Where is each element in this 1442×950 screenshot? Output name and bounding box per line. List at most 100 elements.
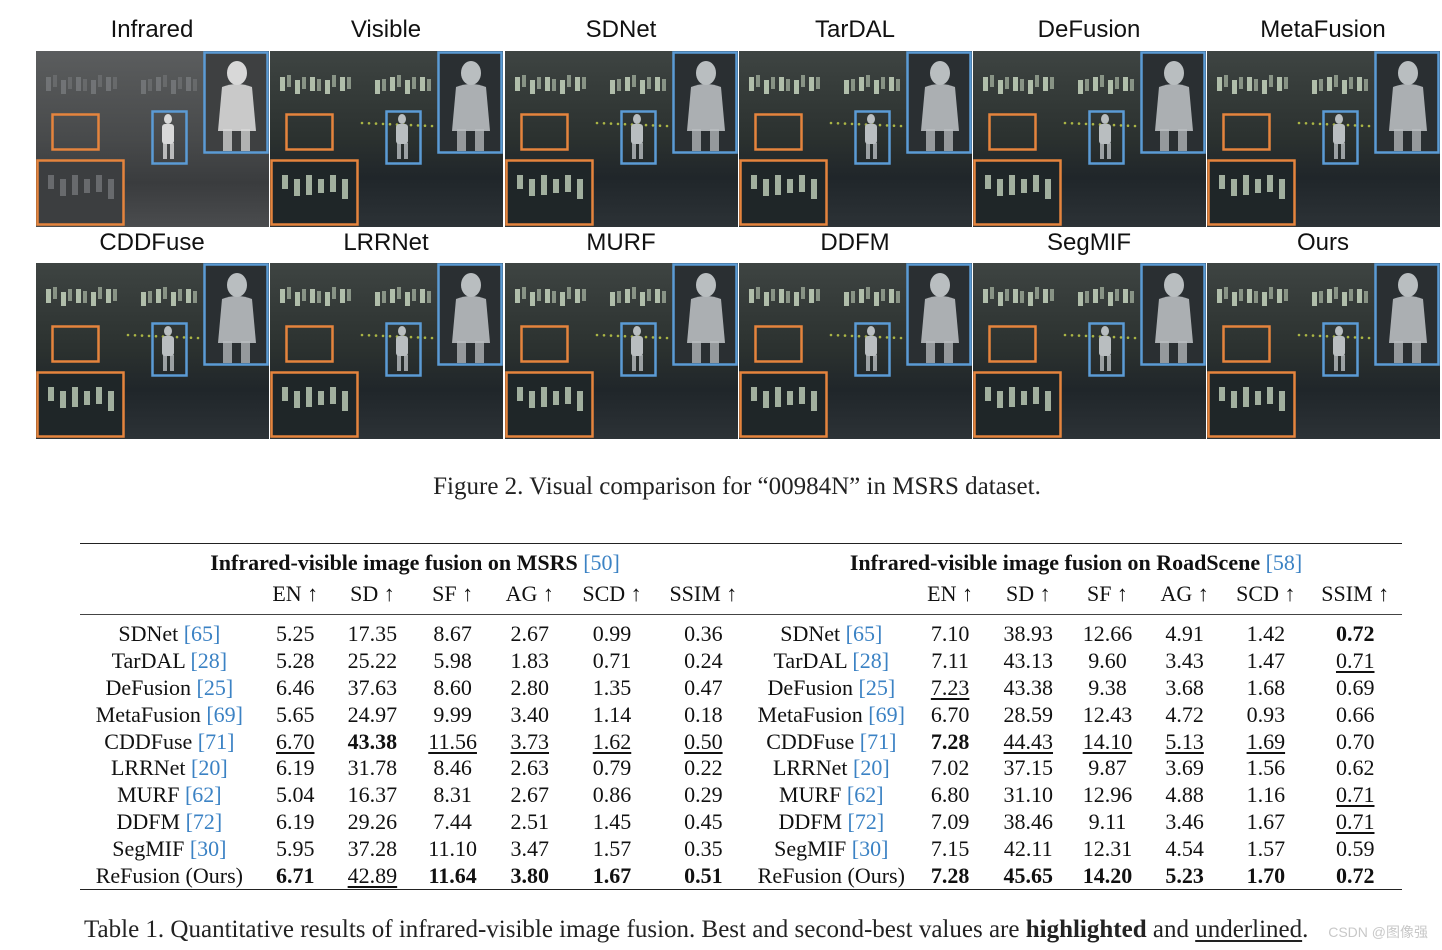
citation-link[interactable]: [65]	[845, 621, 883, 647]
metric-value: 12.96	[1082, 782, 1133, 808]
citation-link[interactable]: [25]	[196, 674, 234, 700]
citation-link[interactable]: [72]	[185, 808, 223, 834]
metric-value: 7.09	[930, 808, 970, 834]
citation-link[interactable]: [65]	[183, 621, 221, 647]
metric-value: 3.73	[510, 728, 550, 754]
metric-value: 6.46	[276, 674, 315, 700]
metric-header: SCD ↑	[1223, 578, 1309, 615]
metric-value: 1.14	[592, 701, 632, 727]
citation-link[interactable]: [71]	[197, 728, 235, 754]
citation-link[interactable]: [28]	[852, 648, 890, 674]
metric-value: 9.87	[1088, 755, 1127, 781]
metric-value: 5.13	[1165, 728, 1204, 754]
metric-value: 31.78	[347, 755, 398, 781]
metric-value: 1.67	[1246, 808, 1286, 834]
metric-value: 5.25	[276, 621, 315, 647]
metric-value: 1.62	[592, 728, 632, 754]
panel-label-defusion: DeFusion	[1037, 16, 1141, 43]
citation-link[interactable]: [62]	[184, 782, 222, 808]
metric-value: 37.28	[347, 835, 398, 861]
metric-value: 6.70	[276, 728, 315, 754]
metric-value: 9.11	[1088, 808, 1127, 834]
metric-value: 8.46	[433, 755, 472, 781]
table-caption: Table 1. Quantitative results of infrare…	[84, 916, 1309, 943]
metric-header: SD ↑	[987, 578, 1069, 615]
fusion-image-cddfuse	[36, 263, 269, 439]
metric-value: 1.16	[1246, 782, 1286, 808]
citation-link[interactable]: [30]	[189, 835, 227, 861]
metric-value: 1.47	[1246, 648, 1286, 674]
metric-value: 0.71	[592, 648, 632, 674]
metric-value: 3.69	[1165, 755, 1204, 781]
metric-value: 0.93	[1246, 701, 1286, 727]
metric-value: 12.31	[1082, 835, 1133, 861]
metric-value: 0.72	[1335, 621, 1375, 647]
citation-link[interactable]: [20]	[853, 755, 890, 781]
metric-value: 25.22	[347, 648, 398, 674]
panel-label-tardal: TarDAL	[814, 16, 896, 43]
metric-value: 9.99	[433, 701, 472, 727]
panel-label-infrared: Infrared	[110, 16, 194, 43]
metric-value: 14.20	[1082, 862, 1133, 888]
metric-value: 8.60	[433, 674, 472, 700]
citation-link[interactable]: [30]	[851, 835, 889, 861]
method-name: SegMIF [30]	[112, 835, 227, 861]
citation-link[interactable]: [62]	[846, 782, 884, 808]
metric-value: 0.45	[684, 808, 723, 834]
metric-value: 9.60	[1088, 648, 1127, 674]
metric-value: 9.38	[1088, 674, 1127, 700]
metric-value: 0.71	[1335, 808, 1375, 834]
metric-value: 3.43	[1165, 648, 1204, 674]
metric-value: 5.04	[276, 782, 315, 808]
method-name: SDNet [65]	[118, 621, 221, 647]
citation-link[interactable]: [69]	[206, 701, 243, 727]
metric-value: 6.71	[276, 862, 315, 888]
metric-value: 2.51	[510, 808, 550, 834]
fusion-image-tardal	[739, 51, 972, 227]
metric-value: 0.18	[684, 701, 723, 727]
citation-link[interactable]: [25]	[858, 674, 896, 700]
table-row: CDDFuse [71] 6.70 43.38 11.56 3.73 1.62 0.50 CD…	[80, 728, 1402, 755]
metric-header: SF ↑	[1068, 578, 1147, 615]
metric-value: 0.69	[1335, 674, 1375, 700]
metric-value: 7.44	[433, 808, 472, 834]
method-name: MetaFusion [69]	[757, 701, 905, 727]
citation-link[interactable]: [20]	[191, 755, 228, 781]
metric-value: 6.70	[930, 701, 970, 727]
metric-value: 1.45	[592, 808, 632, 834]
metric-value: 43.38	[1003, 674, 1054, 700]
metric-value: 8.31	[433, 782, 472, 808]
metric-value: 12.43	[1082, 701, 1133, 727]
panel-label-sdnet: SDNet	[585, 16, 657, 43]
metric-header: SSIM ↑	[1308, 578, 1402, 615]
metric-value: 11.10	[428, 835, 477, 861]
metric-value: 38.93	[1003, 621, 1054, 647]
method-name: MURF [62]	[117, 782, 222, 808]
metric-value: 4.72	[1165, 701, 1204, 727]
metric-value: 3.46	[1165, 808, 1204, 834]
metric-header: SD ↑	[331, 578, 414, 615]
citation-link[interactable]: [28]	[190, 648, 228, 674]
metric-value: 0.51	[684, 862, 723, 888]
metric-value: 0.22	[684, 755, 723, 781]
metric-value: 24.97	[347, 701, 398, 727]
metric-header: SF ↑	[413, 578, 493, 615]
citation-link[interactable]: [72]	[847, 808, 885, 834]
table-row: SDNet [65] 5.25 17.35 8.67 2.67 0.99 0.36 SDNet…	[80, 615, 1402, 648]
fusion-image-ours	[1207, 263, 1440, 439]
metric-value: 28.59	[1003, 701, 1054, 727]
metric-value: 2.67	[510, 782, 550, 808]
metric-value: 1.69	[1246, 728, 1286, 754]
fusion-image-sdnet	[505, 51, 738, 227]
metric-value: 0.62	[1335, 755, 1375, 781]
metric-value: 0.35	[684, 835, 723, 861]
metric-value: 7.02	[930, 755, 970, 781]
citation-link[interactable]: [69]	[868, 701, 905, 727]
metric-value: 3.68	[1165, 674, 1204, 700]
citation-link[interactable]: [71]	[859, 728, 897, 754]
metric-value: 43.13	[1003, 648, 1054, 674]
method-name: MetaFusion [69]	[95, 701, 243, 727]
metric-value: 17.35	[347, 621, 398, 647]
panel-label-ddfm: DDFM	[820, 229, 890, 256]
metric-value: 0.24	[684, 648, 723, 674]
